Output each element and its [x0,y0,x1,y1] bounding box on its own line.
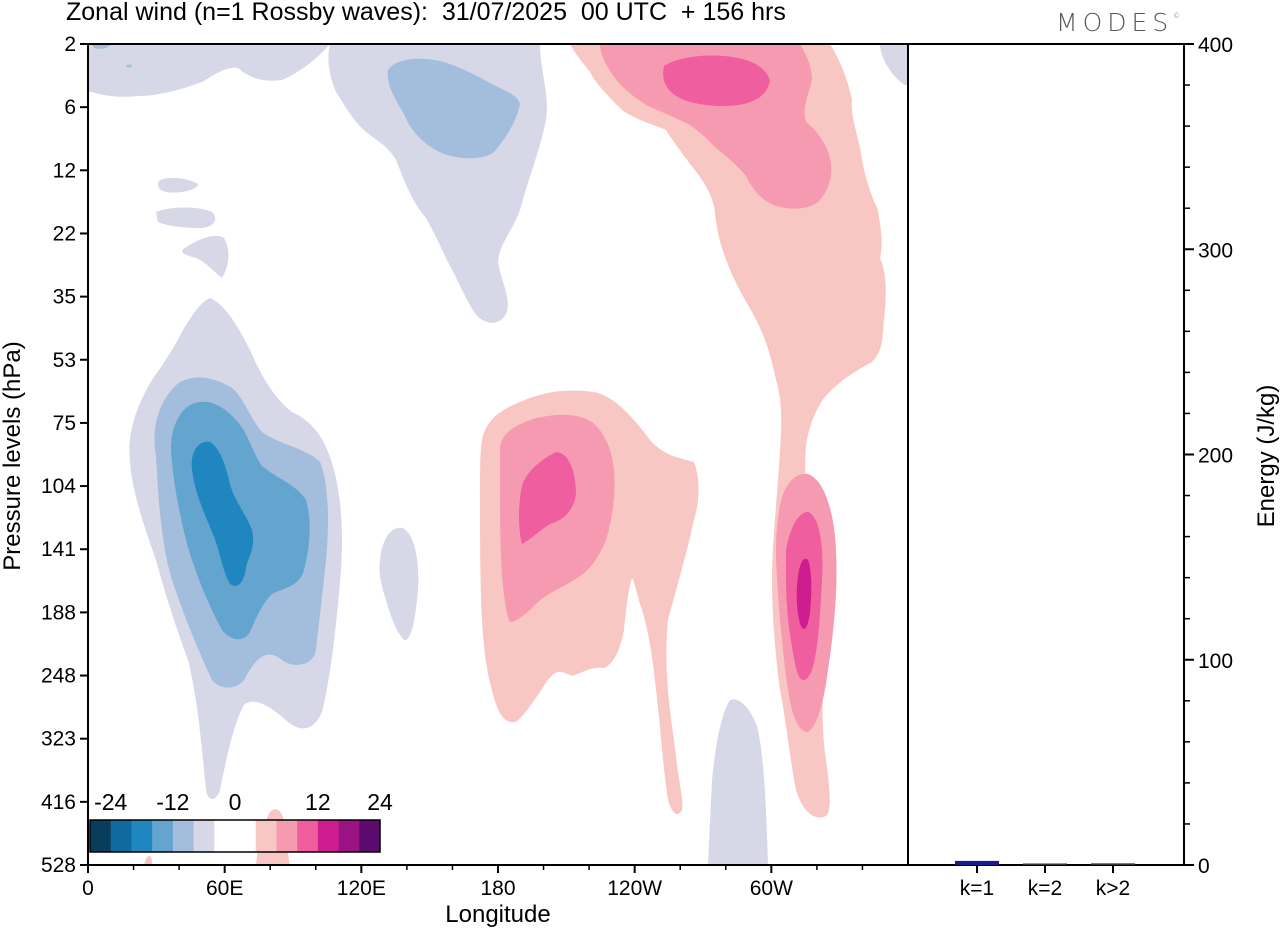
colorbar-swatch [131,820,153,852]
y-tick-label: 53 [53,349,76,372]
x-tick-label: 0 [82,877,94,900]
energy-bar [1023,863,1067,865]
energy-tick-label: 300 [1198,239,1233,262]
colorbar-frame [89,819,381,853]
x-tick-label: 60W [750,877,793,900]
energy-axis-title: Energy (J/kg) [1253,385,1280,528]
negative-anomaly-top-left [88,44,330,97]
colorbar-swatch [338,820,360,852]
y-tick-label: 2 [64,33,76,56]
contour-field [88,44,908,865]
y-tick-label: 188 [41,601,76,624]
y-tick-label: 104 [41,475,76,498]
energy-axis: 0 100 200 300 400 [1184,34,1233,878]
x-tick-label: 60E [206,877,243,900]
y-tick-label: 323 [41,728,76,751]
colorbar-swatch [297,820,319,852]
colorbar-swatch [152,820,174,852]
positive-anomaly-45w [776,473,837,732]
energy-tick-label: 100 [1198,650,1233,673]
energy-tick-label: 0 [1198,855,1210,878]
logo-text: MODES [1056,8,1174,37]
colorbar-swatch [276,820,298,852]
y-tick-label: 22 [53,222,76,245]
colorbar: -24 -12 0 12 24 [89,789,393,853]
contour-level-neg16 [191,441,254,587]
y-tick-label: 248 [41,665,76,688]
longitude-axis: 0 60E 120E 180 120W 60W [82,865,864,900]
colorbar-label: 0 [229,789,242,815]
energy-bars: k=1 k=2 k>2 [955,860,1135,900]
x-tick-label: 180 [480,877,515,900]
negative-anomaly-60e [129,298,342,799]
energy-category-label: k=2 [1028,877,1062,900]
energy-bar [1091,863,1135,865]
y-tick-label: 12 [53,159,76,182]
y-tick-label: 416 [41,791,76,814]
colorbar-swatch [317,820,340,852]
energy-plot-frame [907,43,1185,866]
chart-title: Zonal wind (n=1 Rossby waves): 31/07/202… [66,0,786,26]
negative-anomaly-upper-fingers [156,177,229,278]
colorbar-swatch [110,820,132,852]
colorbar-swatch [193,820,215,852]
y-tick-label: 528 [41,854,76,877]
x-tick-label: 120E [337,877,386,900]
energy-category-label: k=1 [960,877,994,900]
x-axis-title: Longitude [445,901,550,928]
colorbar-swatch [90,820,112,852]
y-tick-label: 141 [41,538,76,561]
modes-logo: MODES© [1056,8,1181,37]
y-tick-label: 75 [53,412,76,435]
colorbar-swatch [235,820,257,852]
energy-tick-label: 400 [1198,34,1233,57]
positive-anomaly-160w [480,390,699,815]
negative-anomaly-lower-65w [708,699,768,865]
x-tick-label: 120W [607,877,662,900]
y-tick-label: 6 [64,96,76,119]
y-axis-title: Pressure levels (hPa) [0,341,26,570]
y-tick-label: 35 [53,286,76,309]
colorbar-label: -12 [156,789,189,815]
pressure-axis: 2 6 12 22 35 53 75 104 141 188 248 323 416 528 [41,33,88,877]
colorbar-swatch [214,820,236,852]
negative-anomaly-130e-160e [328,44,547,323]
colorbar-swatch [172,820,195,852]
colorbar-label: 12 [305,789,331,815]
energy-tick-label: 200 [1198,445,1233,468]
colorbar-swatch [255,820,277,852]
colorbar-label: 24 [367,789,393,815]
negative-anomaly-140e [379,527,419,641]
colorbar-swatch [359,820,381,852]
energy-category-label: k>2 [1096,877,1130,900]
energy-bar [955,860,999,865]
colorbar-label: -24 [94,789,127,815]
